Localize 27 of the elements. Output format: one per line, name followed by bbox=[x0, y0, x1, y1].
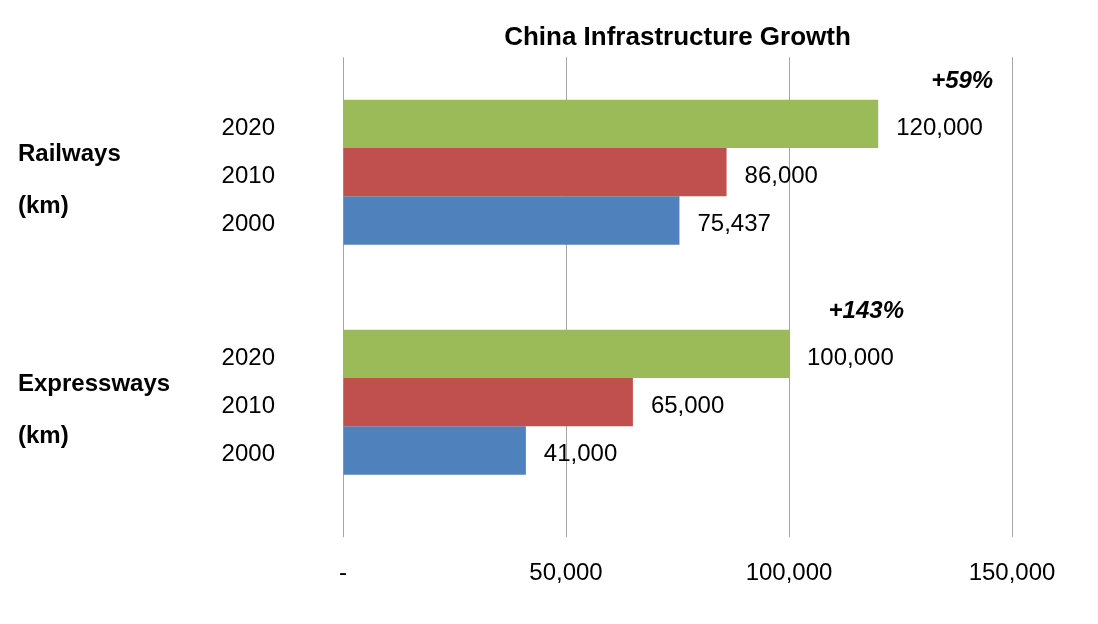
text: 2010 bbox=[221, 390, 275, 418]
text: 2020 bbox=[221, 112, 275, 140]
annotation: +143% bbox=[828, 296, 904, 324]
x-tick-label: 100,000 bbox=[745, 558, 833, 586]
data-label: 41,000 bbox=[543, 439, 618, 467]
data-label: 86,000 bbox=[744, 160, 818, 188]
text: 2020 bbox=[221, 342, 275, 370]
y-tick-label: Expressways (km) bbox=[18, 368, 171, 448]
x-tick-label: 150,000 bbox=[968, 558, 1056, 586]
bar bbox=[343, 196, 680, 245]
bar bbox=[343, 378, 633, 427]
x-tick-label: 50,000 bbox=[529, 558, 603, 586]
bar bbox=[343, 329, 789, 379]
y-tick-label: Railways (km) bbox=[18, 138, 121, 218]
text: 2010 bbox=[221, 160, 275, 188]
x-tick-label: - bbox=[339, 558, 347, 586]
chart-title: China Infrastructure Growth bbox=[504, 20, 851, 51]
data-label: 120,000 bbox=[896, 112, 983, 140]
bar bbox=[343, 99, 879, 149]
data-label: 65,000 bbox=[650, 390, 725, 418]
annotation: +59% bbox=[931, 66, 994, 94]
text: 2000 bbox=[221, 439, 275, 467]
data-label: 100,000 bbox=[807, 342, 894, 370]
bar bbox=[343, 426, 526, 475]
text: 2000 bbox=[221, 209, 275, 237]
data-label: 75,437 bbox=[697, 209, 771, 237]
bar bbox=[343, 148, 727, 197]
